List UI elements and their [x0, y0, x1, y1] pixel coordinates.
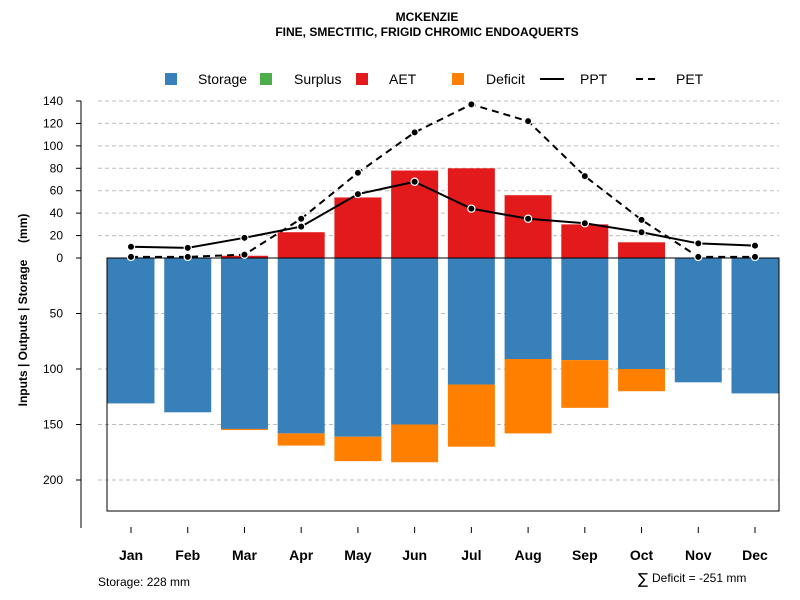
x-tick-label-may: May [344, 547, 371, 563]
bar-deficit-apr [277, 433, 325, 446]
x-tick-label-oct: Oct [630, 547, 654, 563]
chart-subtitle: FINE, SMECTITIC, FRIGID CHROMIC ENDOAQUE… [275, 25, 578, 39]
x-tick-label-mar: Mar [232, 547, 257, 563]
pet-point-dec [750, 252, 760, 262]
ppt-point-nov [694, 239, 703, 248]
y-tick-label: 80 [50, 161, 64, 175]
legend-label-deficit: Deficit [486, 71, 525, 87]
bar-storage-aug [504, 258, 552, 360]
legend-label-aet: AET [389, 71, 417, 87]
legend-label-pet: PET [676, 71, 704, 87]
bar-storage-sep [561, 258, 609, 361]
x-tick-label-jun: Jun [402, 547, 427, 563]
ppt-point-jun [410, 177, 419, 186]
bar-deficit-oct [618, 369, 666, 392]
ppt-point-mar [240, 233, 249, 243]
bar-deficit-jul [447, 384, 495, 447]
bar-deficit-jun [391, 424, 439, 463]
legend-swatch-deficit [452, 73, 464, 85]
pet-point-aug [523, 116, 533, 126]
pet-point-mar [240, 250, 249, 259]
x-tick-label-jul: Jul [461, 547, 481, 563]
pet-point-oct [637, 215, 646, 225]
bar-storage-jul [447, 258, 495, 385]
bar-aet-may [334, 197, 382, 258]
pet-point-apr [296, 214, 306, 223]
bar-storage-apr [277, 258, 325, 434]
pet-point-jun [410, 128, 419, 137]
bar-aet-jul [447, 168, 495, 258]
ppt-point-dec [750, 241, 760, 250]
y-tick-label: 50 [50, 307, 64, 321]
pet-point-may [353, 168, 363, 177]
x-tick-label-jan: Jan [119, 547, 143, 563]
storage-note: Storage: 228 mm [98, 575, 190, 589]
ppt-point-jul [467, 204, 476, 213]
bar-storage-nov [674, 258, 722, 383]
y-axis: 0 20 40 60 80 100 120 140 50 100 150 200 [43, 94, 82, 528]
y-tick-label: 100 [43, 362, 63, 376]
bar-storage-dec [731, 258, 779, 394]
y-tick-label: 40 [50, 206, 64, 220]
y-axis-label: Inputs | Outputs | Storage (mm) [16, 214, 30, 407]
pet-line [131, 103, 755, 258]
ppt-point-may [353, 189, 363, 199]
bar-storage-feb [164, 258, 212, 413]
legend-swatch-aet [356, 73, 368, 85]
y-tick-label: 60 [50, 184, 64, 198]
y-tick-label: 200 [43, 473, 63, 487]
y-tick-label: 150 [43, 418, 63, 432]
ppt-point-feb [183, 243, 192, 253]
deficit-note: Deficit = -251 mm [652, 571, 746, 585]
legend-label-storage: Storage [198, 71, 247, 87]
ppt-line [130, 180, 756, 249]
pet-point-jul [467, 100, 476, 109]
x-tick-label-apr: Apr [289, 547, 314, 563]
pet-point-jan [126, 252, 136, 262]
bar-storage-jan [107, 258, 155, 404]
bar-deficit-aug [504, 359, 552, 434]
ppt-point-aug [523, 214, 533, 223]
x-tick-label-feb: Feb [175, 547, 200, 563]
legend-swatch-storage [165, 73, 177, 85]
bar-storage-oct [618, 258, 666, 369]
y-tick-label: 20 [50, 229, 64, 243]
pet-point-nov [694, 252, 703, 262]
legend-label-surplus: Surplus [294, 71, 341, 87]
bar-aet-oct [618, 242, 666, 258]
chart-title: MCKENZIE [396, 10, 459, 24]
bar-deficit-may [334, 436, 382, 462]
y-tick-label: 0 [56, 251, 63, 265]
bar-aet-sep [561, 224, 609, 258]
y-tick-label: 120 [43, 116, 63, 130]
ppt-point-oct [637, 228, 646, 237]
x-tick-label-sep: Sep [572, 547, 598, 563]
y-tick-label: 100 [43, 139, 63, 153]
bar-storage-may [334, 258, 382, 437]
legend-label-ppt: PPT [580, 71, 608, 87]
bar-storage-mar [220, 258, 268, 429]
legend: Storage Surplus AET Deficit PPT PET [165, 71, 704, 87]
pet-point-sep [580, 171, 590, 181]
x-tick-label-nov: Nov [685, 547, 712, 563]
ppt-point-jan [126, 242, 136, 251]
bar-deficit-sep [561, 360, 609, 408]
ppt-point-sep [580, 219, 590, 228]
lines [126, 100, 760, 262]
x-tick-label-aug: Aug [514, 547, 541, 563]
legend-swatch-surplus [260, 73, 272, 85]
ppt-point-apr [296, 222, 306, 231]
bar-storage-jun [391, 258, 439, 425]
bar-aet-aug [504, 195, 552, 258]
bar-deficit-mar [220, 428, 268, 431]
x-tick-label-dec: Dec [742, 547, 768, 563]
bar-aet-apr [277, 232, 325, 258]
sum-symbol: ∑ [638, 570, 648, 588]
y-tick-label: 140 [43, 94, 63, 108]
x-axis: Jan Feb Mar Apr May Jun Jul Aug Sep Oct Nov Dec [119, 527, 768, 563]
bars [107, 168, 779, 463]
pet-point-feb [183, 252, 192, 262]
